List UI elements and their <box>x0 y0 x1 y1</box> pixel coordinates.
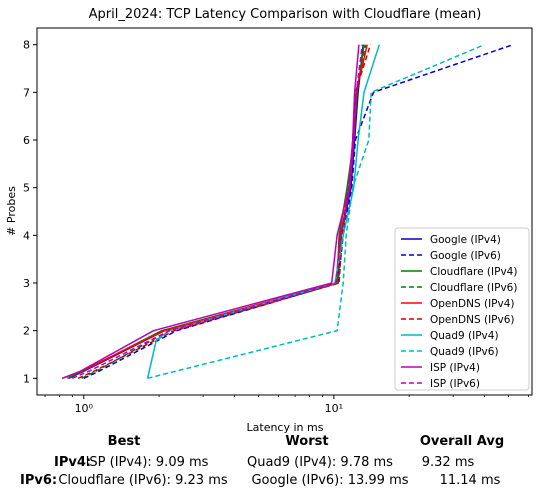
y-axis-label: # Probes <box>5 186 18 236</box>
legend-label-google-ipv6: Google (IPv6) <box>430 250 501 262</box>
legend-label-isp-ipv6: ISP (IPv6) <box>430 378 480 390</box>
plot-area <box>61 43 514 380</box>
y-tick-label: 2 <box>23 325 30 338</box>
legend-label-cloudflare-ipv4: Cloudflare (IPv4) <box>430 266 517 278</box>
legend-label-quad9-ipv6: Quad9 (IPv6) <box>430 346 499 358</box>
y-tick-label: 7 <box>23 86 30 99</box>
series-line-google-ipv4 <box>68 44 364 379</box>
series-line-isp-ipv4 <box>61 44 360 379</box>
legend-label-google-ipv4: Google (IPv4) <box>430 234 501 246</box>
y-tick-label: 8 <box>23 39 30 52</box>
chart-title: April_2024: TCP Latency Comparison with … <box>89 7 482 22</box>
legend-label-quad9-ipv4: Quad9 (IPv4) <box>430 330 499 342</box>
legend-box <box>394 227 530 391</box>
y-tick-label: 4 <box>23 229 30 242</box>
legend-label-isp-ipv4: ISP (IPv4) <box>430 362 480 374</box>
plot-frame <box>36 27 533 396</box>
x-axis-label: Latency in ms <box>247 421 324 434</box>
x-tick-label: 10¹ <box>325 402 343 415</box>
legend: Google (IPv4) Google (IPv6) Cloudflare (IP… <box>394 227 530 391</box>
y-tick-label: 1 <box>23 372 30 385</box>
x-tick-label: 10⁰ <box>75 402 94 415</box>
legend-label-cloudflare-ipv6: Cloudflare (IPv6) <box>430 282 517 294</box>
axes: 1 2 3 4 5 6 7 8 10⁰ 10¹ <box>23 39 529 415</box>
series-line-quad9-ipv4 <box>146 44 381 379</box>
series-line-cloudflare-ipv4 <box>67 44 365 379</box>
series-line-opendns-ipv4 <box>61 44 368 380</box>
legend-label-opendns-ipv4: OpenDNS (IPv4) <box>430 298 515 310</box>
y-tick-label: 6 <box>23 134 30 147</box>
series-line-opendns-ipv6 <box>77 44 372 379</box>
series-line-isp-ipv6 <box>72 44 364 379</box>
series-line-quad9-ipv6 <box>147 44 485 380</box>
y-tick-label: 3 <box>23 277 30 290</box>
y-tick-label: 5 <box>23 182 30 195</box>
series-line-cloudflare-ipv6 <box>81 44 367 379</box>
legend-label-opendns-ipv6: OpenDNS (IPv6) <box>430 314 515 326</box>
